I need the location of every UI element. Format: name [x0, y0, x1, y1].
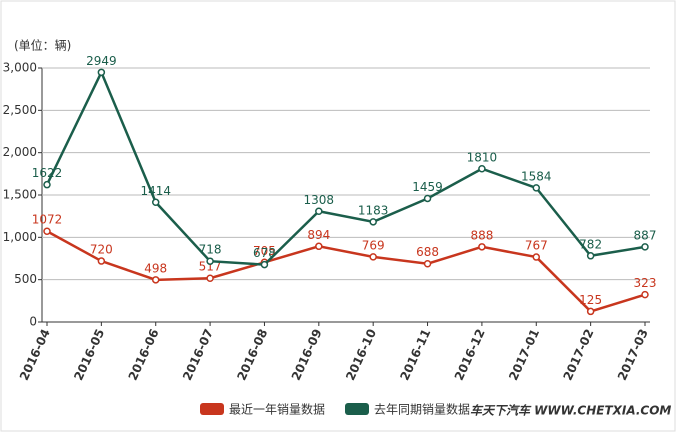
data-label: 705: [253, 244, 276, 258]
data-label: 517: [199, 260, 222, 274]
point: [151, 198, 160, 207]
point: [43, 227, 51, 235]
point: [586, 307, 595, 316]
point: [641, 290, 649, 299]
data-label: 498: [144, 261, 167, 275]
data-label: 1414: [140, 184, 171, 198]
data-label: 1810: [467, 150, 498, 164]
point: [97, 257, 106, 265]
watermark: 车天下汽车 WWW.CHETXIA.COM: [470, 404, 671, 418]
point: [423, 194, 432, 203]
data-label: 782: [579, 237, 602, 251]
legend-label: 最近一年销量数据: [229, 402, 325, 417]
unit-label: (单位：辆): [14, 38, 71, 53]
point: [532, 184, 541, 192]
series-line: [45, 69, 646, 266]
data-label: 767: [525, 239, 548, 253]
x-tick-label: 2017-03: [615, 327, 651, 383]
legend-label: 去年同期销量数据: [374, 402, 470, 417]
y-tick-label: 1,500: [3, 188, 37, 202]
x-tick-label: 2016-09: [289, 327, 325, 383]
point: [206, 274, 214, 282]
data-label: 1308: [304, 193, 335, 207]
data-label: 718: [199, 243, 222, 257]
data-label: 1622: [32, 166, 63, 180]
point: [641, 243, 649, 251]
x-tick-label: 2016-05: [71, 327, 107, 383]
data-label: 323: [634, 276, 657, 290]
legend-swatch: [345, 403, 369, 415]
x-tick-label: 2016-08: [234, 327, 270, 383]
point: [206, 257, 214, 265]
x-tick-label: 2016-12: [452, 327, 488, 383]
y-tick-label: 3,000: [3, 61, 37, 75]
y-tick-label: 0: [29, 315, 37, 329]
point: [315, 207, 323, 216]
x-tick-label: 2017-02: [561, 327, 597, 383]
x-tick-label: 2016-06: [126, 327, 162, 383]
point: [315, 242, 323, 251]
data-label: 1183: [358, 203, 389, 217]
data-label: 887: [634, 228, 657, 242]
y-tick-label: 2,000: [3, 145, 37, 159]
x-tick-label: 2017-01: [506, 327, 542, 383]
x-tick-label: 2016-07: [180, 327, 216, 383]
point: [260, 260, 269, 269]
data-label: 888: [470, 228, 493, 242]
point: [586, 252, 595, 260]
frame: [0, 0, 676, 432]
data-label: 769: [362, 238, 385, 252]
data-label: 1584: [521, 169, 552, 183]
x-tick-label: 2016-11: [397, 327, 433, 383]
data-label: 1072: [32, 213, 63, 227]
point: [43, 180, 51, 189]
data-label: 1459: [412, 180, 443, 194]
x-tick-label: 2016-04: [17, 327, 53, 383]
legend-swatch: [200, 403, 224, 415]
point: [423, 259, 432, 268]
point: [532, 253, 541, 261]
data-label: 2949: [86, 54, 117, 68]
y-tick-label: 500: [14, 272, 37, 286]
data-label: 720: [90, 243, 113, 257]
point: [97, 68, 106, 77]
point: [478, 243, 486, 251]
point: [369, 253, 377, 261]
data-label: 678: [253, 246, 276, 260]
y-tick-label: 2,500: [3, 103, 37, 117]
y-tick-label: 1,000: [3, 230, 37, 244]
point: [369, 218, 377, 226]
data-label: 894: [307, 228, 330, 242]
x-tick-label: 2016-10: [343, 327, 379, 383]
data-label: 688: [416, 245, 439, 259]
point: [478, 165, 486, 173]
series-line: [46, 230, 646, 313]
data-label: 125: [579, 293, 602, 307]
point: [151, 276, 160, 284]
